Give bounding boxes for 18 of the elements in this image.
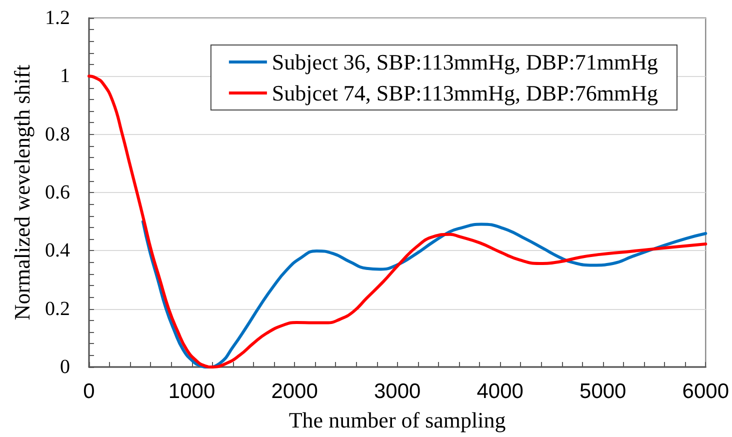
y-tick-label: 0.6: [45, 182, 70, 204]
x-tick-label: 1000: [168, 380, 216, 403]
y-tick-label: 0.2: [45, 298, 70, 320]
x-tick-label: 3000: [374, 380, 421, 403]
legend-label: Subjcet 74, SBP:113mmHg, DBP:76mmHg: [272, 80, 658, 106]
x-tick-label: 0: [83, 380, 95, 403]
y-tick-label: 0.8: [45, 123, 70, 146]
y-tick-label: 1: [60, 65, 70, 88]
x-tick-label: 2000: [271, 380, 318, 403]
y-axis-title: Normalized wevelength shift: [10, 64, 34, 320]
legend-label: Subject 36, SBP:113mmHg, DBP:71mmHg: [272, 50, 658, 74]
x-tick-label: 4000: [476, 380, 524, 403]
x-axis-title: The number of sampling: [288, 408, 506, 432]
y-tick-label: 0.4: [45, 240, 70, 262]
x-tick-label: 5000: [580, 380, 626, 403]
x-tick-label: 6000: [682, 380, 729, 403]
y-tick-label: 1.2: [45, 7, 70, 29]
y-tick-label: 0: [60, 356, 70, 378]
